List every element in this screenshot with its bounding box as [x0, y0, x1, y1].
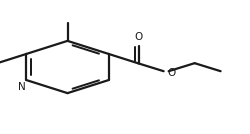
Text: N: N	[18, 82, 26, 92]
Text: O: O	[168, 68, 176, 78]
Text: O: O	[134, 32, 143, 42]
